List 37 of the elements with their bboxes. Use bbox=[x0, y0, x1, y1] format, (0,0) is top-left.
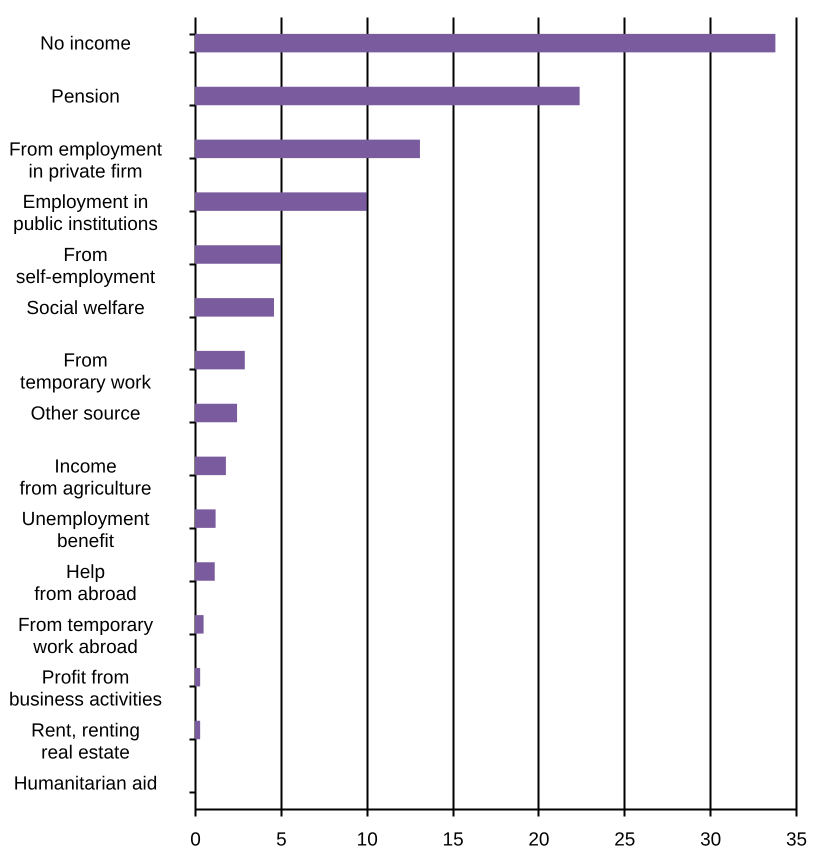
y-tick-label: Help from abroad bbox=[34, 562, 137, 606]
x-tick-label: 0 bbox=[190, 830, 201, 850]
bar bbox=[195, 298, 274, 317]
y-tick-label: Humanitarian aid bbox=[14, 773, 158, 794]
x-tick-label: 20 bbox=[528, 830, 550, 850]
bar bbox=[195, 245, 281, 264]
x-tick-label: 30 bbox=[700, 830, 722, 850]
x-tick-label: 25 bbox=[614, 830, 636, 850]
y-tick-label: Unemployment benefit bbox=[22, 509, 150, 552]
y-tick-label: Rent, renting real estate bbox=[31, 720, 140, 764]
y-tick-label: Social welfare bbox=[26, 298, 145, 319]
bar bbox=[195, 615, 204, 634]
y-tick-label: Profit from business activities bbox=[8, 668, 162, 711]
bar bbox=[195, 140, 420, 158]
bar bbox=[195, 86, 580, 106]
bar bbox=[195, 509, 216, 528]
y-tick-label: Pension bbox=[51, 86, 120, 108]
x-tick-label: 5 bbox=[276, 830, 287, 850]
bar bbox=[195, 404, 238, 422]
bar bbox=[195, 668, 200, 686]
bar bbox=[195, 720, 200, 740]
x-tick-label: 35 bbox=[786, 830, 808, 850]
y-tick-label: Income from agriculture bbox=[20, 456, 152, 500]
y-tick-label: No income bbox=[40, 34, 131, 55]
y-tick-label: From self-employment bbox=[16, 244, 156, 288]
x-tick-label: 15 bbox=[442, 830, 464, 850]
y-tick-label: Employment in public institutions bbox=[13, 192, 158, 236]
bar bbox=[195, 562, 215, 581]
y-tick-label: Other source bbox=[30, 404, 140, 424]
y-tick-label: From temporary work abroad bbox=[18, 614, 154, 658]
x-tick-label: 10 bbox=[356, 830, 378, 850]
bar bbox=[195, 34, 776, 52]
bar bbox=[195, 192, 367, 211]
bar bbox=[195, 350, 245, 370]
y-tick-label: From temporary work bbox=[20, 350, 152, 394]
bar bbox=[195, 456, 226, 476]
y-tick-label: From employment in private firm bbox=[8, 139, 163, 182]
